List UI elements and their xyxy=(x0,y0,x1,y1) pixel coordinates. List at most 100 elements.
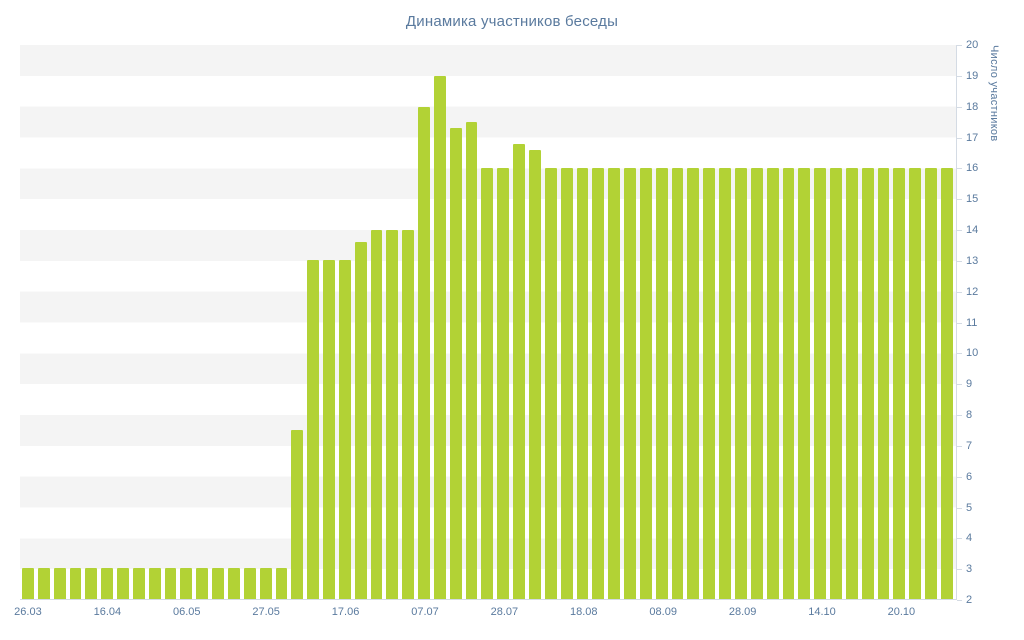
y-tick-mark xyxy=(957,199,962,201)
bar xyxy=(544,168,557,599)
y-tick-mark xyxy=(957,353,962,355)
y-tick-mark xyxy=(957,384,962,386)
y-tick-mark xyxy=(957,507,962,509)
bar xyxy=(513,143,525,599)
y-tick-label: 4 xyxy=(966,532,973,545)
bar xyxy=(85,568,98,599)
bar xyxy=(370,229,383,599)
bars-container xyxy=(22,45,953,599)
y-tick-label: 20 xyxy=(966,39,979,51)
bar xyxy=(925,168,937,599)
bar xyxy=(861,168,874,599)
bar xyxy=(877,168,890,599)
y-tick-mark xyxy=(957,291,962,293)
bar xyxy=(734,168,747,599)
bar xyxy=(354,241,367,599)
bar xyxy=(782,168,795,599)
bar xyxy=(481,168,494,599)
bar xyxy=(909,168,922,599)
x-tick-label: 18.08 xyxy=(570,606,598,618)
y-tick-mark xyxy=(957,106,962,108)
x-tick-label: 28.09 xyxy=(728,606,757,618)
chart-title: Динамика участников беседы xyxy=(405,13,619,30)
y-axis: 2 3 4 5 6 7 8 9 10 11 12 13 14 15 16 17 18 19 20 xyxy=(957,39,1021,606)
y-tick-mark xyxy=(957,230,962,231)
bar xyxy=(243,568,256,599)
bar xyxy=(671,168,684,599)
bar xyxy=(703,168,716,599)
bar xyxy=(338,260,351,599)
x-tick-label: 06.05 xyxy=(172,606,201,618)
y-tick-label: 16 xyxy=(966,162,979,175)
bar xyxy=(227,568,240,599)
bar xyxy=(37,568,50,599)
y-tick-label: 7 xyxy=(966,439,973,452)
bar xyxy=(560,168,573,599)
bar xyxy=(814,168,827,599)
bar xyxy=(592,168,605,599)
bar xyxy=(386,229,399,599)
y-tick-mark xyxy=(957,322,962,324)
y-tick-mark xyxy=(957,415,962,416)
y-tick-label: 12 xyxy=(966,285,979,298)
y-tick-label: 10 xyxy=(966,347,979,360)
bar xyxy=(148,568,161,599)
y-tick-label: 6 xyxy=(966,470,973,483)
bar xyxy=(323,260,335,599)
bar xyxy=(719,168,731,599)
x-tick-label: 07.07 xyxy=(411,606,439,618)
x-axis: 26.03 16.04 06.05 27.05 17.06 07.07 28.07 18.08… xyxy=(14,600,957,622)
bar xyxy=(798,168,811,599)
x-tick-label: 28.07 xyxy=(490,606,519,618)
y-tick-label: 9 xyxy=(966,378,973,391)
bar xyxy=(402,229,415,599)
bar xyxy=(639,168,652,599)
y-tick-mark xyxy=(957,168,962,170)
x-tick-label: 16.04 xyxy=(93,606,122,618)
y-tick-label: 18 xyxy=(966,100,979,113)
bar xyxy=(893,168,906,599)
bar xyxy=(624,168,636,599)
bar xyxy=(259,568,272,599)
y-axis-title: Число участников xyxy=(988,45,1000,142)
bar xyxy=(433,75,446,599)
y-tick-label: 14 xyxy=(966,224,979,236)
y-tick-label: 17 xyxy=(966,131,979,144)
bar xyxy=(576,168,589,599)
x-tick-label: 27.05 xyxy=(252,606,280,618)
bar xyxy=(22,568,34,599)
y-tick-label: 13 xyxy=(966,254,979,267)
bar xyxy=(307,260,320,599)
x-tick-label: 17.06 xyxy=(331,606,360,618)
bar xyxy=(291,429,304,599)
bar xyxy=(164,568,177,599)
y-tick-mark xyxy=(957,137,962,139)
bar xyxy=(830,168,842,599)
bar xyxy=(845,168,858,599)
bar xyxy=(687,168,700,599)
bar xyxy=(69,568,82,599)
y-tick-label: 15 xyxy=(966,193,979,206)
x-tick-label: 20.10 xyxy=(887,606,916,618)
x-tick-label: 14.10 xyxy=(808,606,836,618)
y-tick-label: 3 xyxy=(966,563,973,576)
bar xyxy=(180,568,193,599)
y-tick-mark xyxy=(957,538,962,540)
bar xyxy=(196,568,209,599)
y-tick-mark xyxy=(957,600,962,601)
y-tick-mark xyxy=(957,75,962,77)
plot-area xyxy=(20,45,957,600)
bar xyxy=(212,568,224,599)
bar xyxy=(608,168,621,599)
bar xyxy=(940,168,953,599)
bar xyxy=(465,121,478,599)
y-tick-mark xyxy=(957,445,962,447)
bar xyxy=(655,168,668,599)
x-tick-label: 26.03 xyxy=(14,606,42,618)
y-tick-mark xyxy=(957,569,962,571)
y-tick-label: 11 xyxy=(966,316,978,329)
y-tick-label: 5 xyxy=(966,501,973,514)
bar xyxy=(418,106,430,599)
y-tick-label: 8 xyxy=(966,409,973,421)
bar xyxy=(53,568,66,599)
